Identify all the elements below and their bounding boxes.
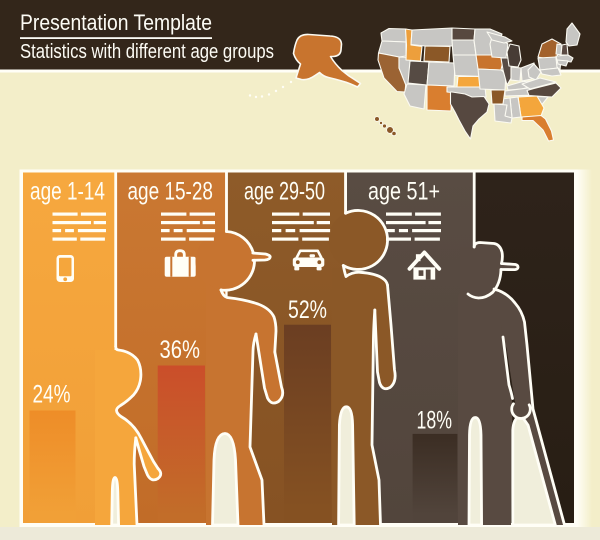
svg-text:18%: 18% [417,407,453,435]
svg-text:age 29-50: age 29-50 [244,178,325,206]
svg-text:age 15-28: age 15-28 [128,178,214,206]
svg-text:age 51+: age 51+ [368,178,440,206]
svg-text:Statistics with different age: Statistics with different age groups [20,40,274,63]
svg-text:Presentation Template: Presentation Template [20,10,212,35]
svg-text:24%: 24% [33,381,71,409]
svg-text:age 1-14: age 1-14 [30,178,105,206]
svg-text:36%: 36% [160,336,201,364]
svg-text:52%: 52% [288,296,327,324]
